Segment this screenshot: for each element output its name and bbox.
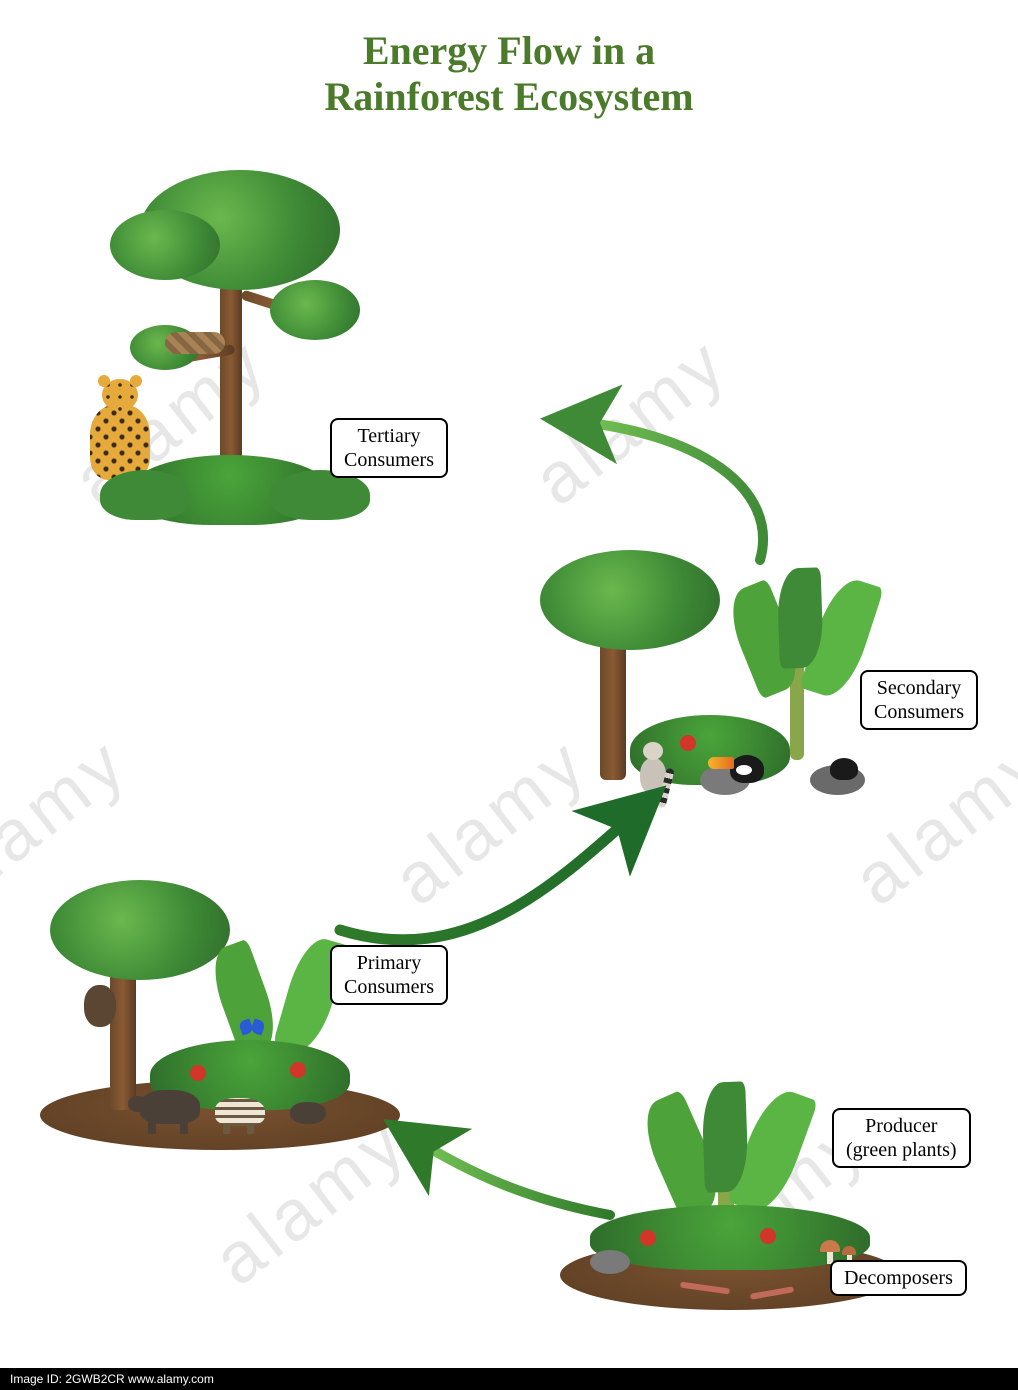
label-decomposers: Decomposers (830, 1260, 967, 1296)
tapir-icon (140, 1090, 200, 1124)
flower-icon (190, 1065, 206, 1081)
label-primary-consumers: Primary Consumers (330, 945, 448, 1005)
tapir-icon (215, 1098, 265, 1126)
tree-canopy-icon (110, 210, 220, 280)
flower-icon (290, 1062, 306, 1078)
title-line-2: Rainforest Ecosystem (0, 74, 1018, 120)
label-secondary-consumers: Secondary Consumers (860, 670, 978, 730)
title-line-1: Energy Flow in a (0, 28, 1018, 74)
label-tertiary-consumers: Tertiary Consumers (330, 418, 448, 478)
jaguar-icon (90, 405, 150, 480)
fern-icon (100, 470, 190, 520)
snake-icon (165, 332, 225, 354)
tapir-icon (290, 1102, 326, 1124)
bird-icon (830, 758, 858, 780)
diagram-title: Energy Flow in a Rainforest Ecosystem (0, 28, 1018, 120)
lemur-icon (640, 758, 666, 794)
label-producer: Producer (green plants) (832, 1108, 971, 1168)
image-credit-text: Image ID: 2GWB2CR www.alamy.com (10, 1372, 214, 1386)
toucan-icon (730, 755, 764, 783)
butterfly-icon (240, 1020, 264, 1039)
tree-canopy-icon (270, 280, 360, 340)
watermark: alamy (518, 320, 743, 521)
sloth-icon (84, 985, 116, 1027)
cluster-secondary-consumers (530, 540, 890, 820)
tree-canopy-icon (540, 550, 720, 650)
rock-icon (590, 1250, 630, 1274)
cluster-primary-consumers (40, 880, 400, 1160)
image-credit-bar: Image ID: 2GWB2CR www.alamy.com (0, 1368, 1018, 1390)
flower-icon (760, 1228, 776, 1244)
flower-icon (640, 1230, 656, 1246)
tree-canopy-icon (50, 880, 230, 980)
arrow-secondary-to-tertiary (560, 420, 763, 560)
flower-icon (680, 735, 696, 751)
